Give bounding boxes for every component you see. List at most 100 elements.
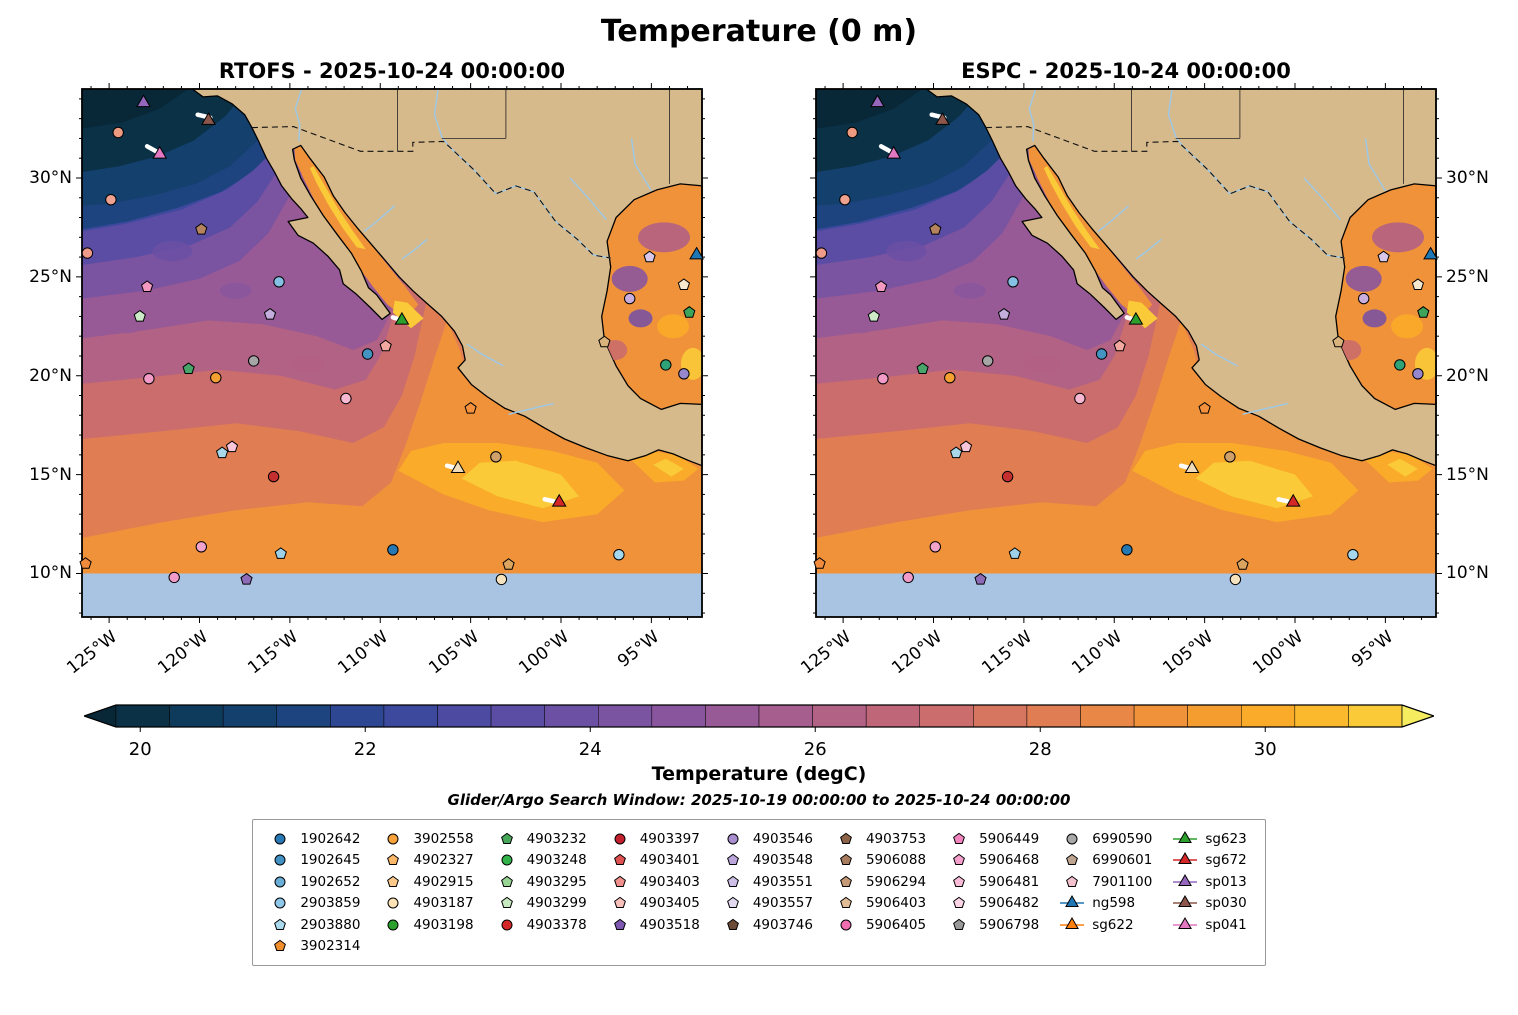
legend-item: 4903753 [825,828,938,850]
platform-marker [902,571,914,584]
legend-column: 1902642 1902645 1902652 2903859 2903880 39023… [259,828,372,957]
legend-item: 1902652 [259,871,372,893]
legend-item: 2903859 [259,893,372,915]
platform-marker [813,557,826,569]
legend-column: 5906449 5906468 5906481 5906482 5906798 [938,828,1051,936]
platform-marker [1394,359,1406,371]
legend-item: 4903403 [599,871,712,893]
legend-column: 3902558 4902327 4902915 4903187 4903198 [372,828,485,936]
lat-tick-label: 30°N [29,167,72,188]
legend-label: 2903880 [300,916,361,933]
platform-marker [689,246,705,260]
platform-marker [1121,544,1133,556]
map-espc [810,83,1442,623]
colorbar-tick-label: 30 [1253,739,1277,760]
lon-tick-label: 100°W [1249,627,1308,679]
platform-marker [643,250,656,263]
circle-marker-icon [274,833,286,845]
river [508,402,554,415]
legend-label: sp013 [1205,873,1247,890]
legend: 1902642 1902645 1902652 2903859 2903880 39023… [252,819,1266,966]
platform-marker [133,309,146,322]
platform-marker [273,276,285,288]
legend-label: 5906405 [865,916,927,933]
platform-marker [839,193,851,206]
circle-marker-icon [387,833,399,845]
circle-marker-icon [727,833,739,845]
lat-tick-label: 20°N [29,365,72,386]
legend-label: sp030 [1205,895,1247,912]
platform-marker [874,280,888,293]
figure: Temperature (0 m) RTOFS - 2025-10-24 00:… [0,14,1518,966]
legend-item: sp030 [1164,893,1258,915]
platform-marker [495,573,508,586]
legend-label: 1902652 [300,873,361,890]
platform-marker [105,193,117,206]
river [1200,343,1238,367]
legend-item: 7901100 [1051,871,1164,893]
lon-tick-label: 125°W [63,627,122,679]
platform-marker [929,541,942,553]
pentagon-marker-icon [726,918,739,930]
platform-marker [140,280,154,293]
legend-label: 4903401 [639,852,700,869]
triangle-marker-icon [1060,916,1085,929]
platform-marker [81,247,94,259]
legend-label: 4903403 [639,873,700,890]
platform-marker [1229,573,1242,586]
lon-tick-label: 105°W [1159,627,1217,679]
platform-marker [1184,460,1200,473]
legend-item: sp013 [1164,871,1258,893]
circle-marker-icon [614,833,626,845]
legend-label: 6990601 [1092,852,1153,869]
river [1364,138,1386,192]
platform-marker [1358,292,1370,305]
platform-marker [502,558,515,570]
platform-marker [182,362,195,375]
lon-tick-label: 125°W [797,627,856,679]
legend-item: 4903248 [486,850,599,872]
lat-axis-rtofs: 30°N 25°N 20°N 15°N 10°N [29,89,82,617]
legend-item: 5906468 [938,850,1051,872]
lon-tick-label: 100°W [515,627,574,679]
river [1097,205,1130,232]
platform-marker [981,355,994,367]
platform-marker [490,451,502,463]
lat-tick-label: 15°N [1446,464,1489,485]
legend-item: 4903557 [712,893,825,915]
platform-marker [340,392,352,405]
pentagon-marker-icon [613,897,626,909]
panels-row: RTOFS - 2025-10-24 00:00:00 30°N 25°N 20°N… [0,53,1518,697]
legend-item: 2903880 [259,914,372,936]
colorbar-tick-label: 28 [1028,739,1052,760]
triangle-marker-icon [1173,873,1198,886]
legend-item: sg622 [1051,914,1164,936]
figure-title: Temperature (0 m) [600,14,918,49]
legend-label: 4903557 [752,895,813,912]
platform-marker [1377,250,1390,263]
triangle-marker-icon [1173,916,1198,929]
platform-marker [660,359,672,371]
platform-marker [112,126,124,139]
platform-marker [613,549,625,561]
legend-label: 4903753 [865,830,927,847]
river [363,205,396,232]
legend-label: 5906088 [865,852,927,869]
platform-marker [877,373,889,385]
legend-item: 5906798 [938,914,1051,936]
river [1028,88,1037,142]
platform-markers [813,94,1439,586]
legend-item: 5906481 [938,871,1051,893]
platform-marker [240,572,253,585]
legend-label: 2903859 [300,895,361,912]
colorbar-tick-label: 22 [353,739,377,760]
legend-item: 1902642 [259,828,372,850]
platform-marker [886,145,902,159]
lon-tick-label: 115°W [978,627,1037,679]
axis-ticks [810,83,1442,623]
platform-marker [1224,451,1236,463]
legend-column: 6990590 6990601 7901100 ng598 sg622 [1051,828,1164,936]
platform-marker [143,373,155,385]
glider-track [1276,497,1291,504]
glider-track [444,463,457,470]
